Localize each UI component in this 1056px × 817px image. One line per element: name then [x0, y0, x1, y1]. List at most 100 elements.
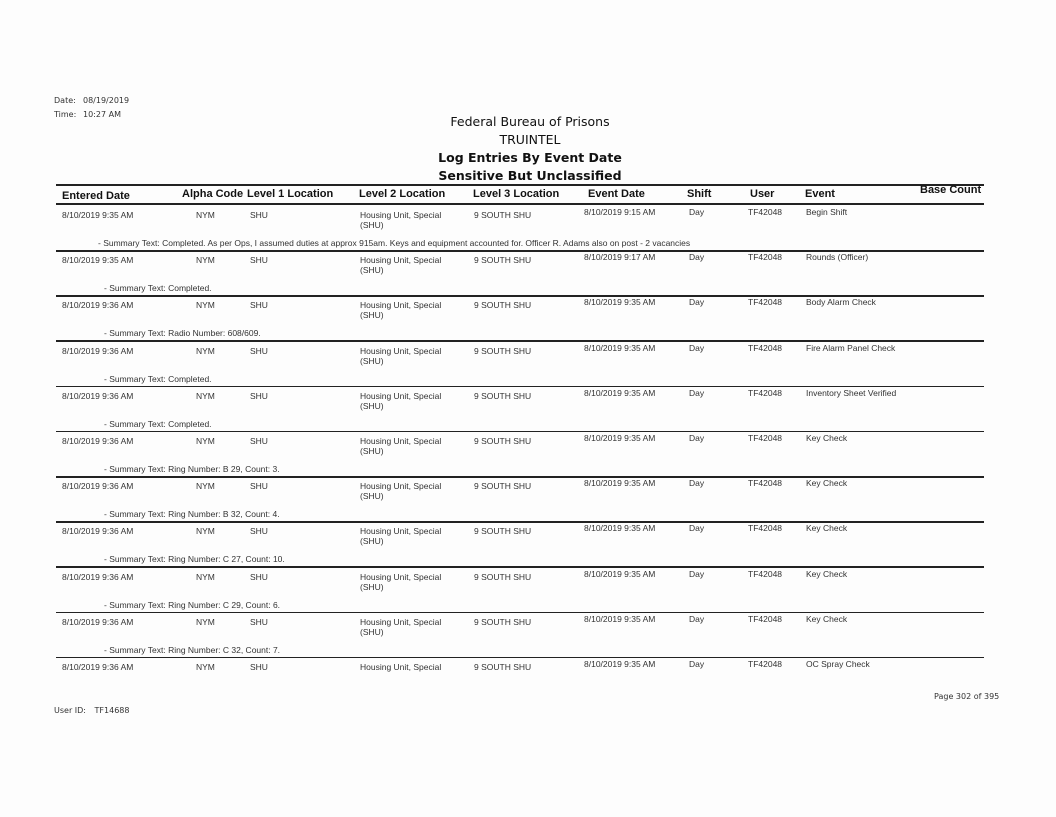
- cell-entered: 8/10/2019 9:35 AM: [62, 210, 134, 220]
- row-divider: [56, 385, 984, 388]
- cell-user: TF42048: [748, 387, 783, 398]
- date-label: Date:: [54, 96, 76, 105]
- col-alpha-code: Alpha Code: [182, 188, 244, 200]
- cell-shift: Day: [689, 342, 705, 353]
- cell-alpha: NYM: [196, 662, 215, 672]
- cell-event: Key Check: [806, 568, 848, 579]
- cell-l2: Housing Unit, Special (SHU): [360, 571, 442, 592]
- cell-l2: Housing Unit, Special (SHU): [360, 390, 442, 411]
- row-divider: [56, 430, 984, 433]
- cell-l2: Housing Unit, Special (SHU): [360, 481, 442, 502]
- cell-l1: SHU: [250, 481, 268, 492]
- header-top-rule: [56, 184, 984, 186]
- cell-l1: SHU: [250, 390, 268, 401]
- cell-l2: Housing Unit, Special (SHU): [360, 436, 442, 456]
- cell-alpha: NYM: [196, 436, 215, 446]
- summary-text: - Summary Text: Completed.: [104, 418, 212, 429]
- cell-alpha: NYM: [196, 481, 215, 492]
- cell-user: TF42048: [748, 659, 783, 669]
- cell-l3: 9 SOUTH SHU: [474, 481, 532, 492]
- cell-user: TF42048: [748, 297, 783, 308]
- col-event-date: Event Date: [588, 188, 645, 200]
- user-id-value: TF14688: [94, 706, 130, 715]
- row-divider: [56, 340, 984, 342]
- cell-entered: 8/10/2019 9:36 AM: [62, 571, 134, 582]
- cell-user: TF42048: [748, 478, 783, 489]
- cell-event: Key Check: [806, 613, 848, 624]
- cell-l1: SHU: [250, 616, 268, 627]
- cell-event-date: 8/10/2019 9:35 AM: [584, 659, 656, 669]
- cell-entered: 8/10/2019 9:35 AM: [62, 255, 134, 266]
- col-base-count: Base Count: [920, 184, 982, 196]
- cell-event: Begin Shift: [806, 207, 848, 217]
- cell-l2: Housing Unit, Special (SHU): [360, 255, 442, 276]
- cell-event: Body Alarm Check: [806, 297, 876, 308]
- cell-shift: Day: [689, 387, 705, 398]
- cell-l3: 9 SOUTH SHU: [474, 345, 532, 356]
- cell-shift: Day: [689, 568, 705, 579]
- cell-event: Rounds (Officer): [806, 252, 869, 263]
- col-event: Event: [805, 188, 835, 200]
- report-system: TRUINTEL: [499, 132, 561, 147]
- cell-l2: Housing Unit, Special (SHU): [360, 616, 442, 637]
- cell-alpha: NYM: [196, 345, 215, 356]
- cell-event-date: 8/10/2019 9:17 AM: [584, 252, 656, 263]
- cell-l1: SHU: [250, 436, 268, 446]
- col-level1: Level 1 Location: [247, 188, 334, 200]
- cell-shift: Day: [689, 523, 705, 534]
- cell-l3: 9 SOUTH SHU: [474, 210, 532, 220]
- cell-entered: 8/10/2019 9:36 AM: [62, 526, 134, 537]
- cell-user: TF42048: [748, 568, 783, 579]
- summary-text: - Summary Text: Ring Number: C 29, Count…: [104, 599, 281, 610]
- date-value: 08/19/2019: [83, 96, 130, 105]
- report-classification: Sensitive But Unclassified: [438, 168, 622, 183]
- col-entered-date: Entered Date: [62, 190, 130, 202]
- cell-event-date: 8/10/2019 9:35 AM: [584, 387, 656, 398]
- cell-l2: Housing Unit, Special (SHU): [360, 300, 442, 321]
- summary-text: - Summary Text: Completed. As per Ops, I…: [98, 238, 691, 248]
- col-shift: Shift: [687, 188, 712, 200]
- summary-text: - Summary Text: Ring Number: C 27, Count…: [104, 554, 285, 565]
- cell-l1: SHU: [250, 300, 268, 311]
- row-divider: [56, 566, 984, 568]
- cell-event-date: 8/10/2019 9:35 AM: [584, 568, 656, 579]
- row-divider: [56, 295, 984, 297]
- row-divider: [56, 521, 984, 523]
- header-bottom-rule: [56, 203, 984, 205]
- col-level3: Level 3 Location: [473, 188, 560, 200]
- cell-shift: Day: [689, 433, 705, 443]
- report-org: Federal Bureau of Prisons: [450, 114, 610, 129]
- cell-user: TF42048: [748, 342, 783, 353]
- cell-event-date: 8/10/2019 9:35 AM: [584, 342, 656, 353]
- cell-l3: 9 SOUTH SHU: [474, 300, 532, 311]
- cell-alpha: NYM: [196, 300, 215, 311]
- cell-entered: 8/10/2019 9:36 AM: [62, 662, 134, 672]
- cell-l1: SHU: [250, 255, 268, 266]
- summary-text: - Summary Text: Radio Number: 608/609.: [104, 328, 261, 339]
- cell-alpha: NYM: [196, 255, 215, 266]
- summary-text: - Summary Text: Completed.: [104, 373, 212, 384]
- cell-event-date: 8/10/2019 9:35 AM: [584, 523, 656, 534]
- cell-event-date: 8/10/2019 9:35 AM: [584, 297, 656, 308]
- cell-event: OC Spray Check: [806, 659, 870, 669]
- cell-l1: SHU: [250, 662, 268, 672]
- cell-event-date: 8/10/2019 9:35 AM: [584, 433, 656, 443]
- cell-shift: Day: [689, 478, 705, 489]
- report-title: Log Entries By Event Date: [438, 150, 622, 165]
- col-user: User: [750, 188, 775, 200]
- cell-entered: 8/10/2019 9:36 AM: [62, 390, 134, 401]
- cell-event: Fire Alarm Panel Check: [806, 342, 896, 353]
- cell-event: Inventory Sheet Verified: [806, 387, 897, 398]
- summary-text: - Summary Text: Ring Number: B 32, Count…: [104, 509, 280, 520]
- cell-user: TF42048: [748, 252, 783, 263]
- cell-event: Key Check: [806, 478, 848, 489]
- cell-shift: Day: [689, 297, 705, 308]
- footer-user: User ID: TF14688: [54, 706, 129, 715]
- cell-alpha: NYM: [196, 526, 215, 537]
- col-level2: Level 2 Location: [359, 188, 446, 200]
- cell-shift: Day: [689, 252, 705, 263]
- cell-entered: 8/10/2019 9:36 AM: [62, 300, 134, 311]
- cell-l2: Housing Unit, Special (SHU): [360, 210, 442, 230]
- cell-l2: Housing Unit, Special: [360, 662, 442, 672]
